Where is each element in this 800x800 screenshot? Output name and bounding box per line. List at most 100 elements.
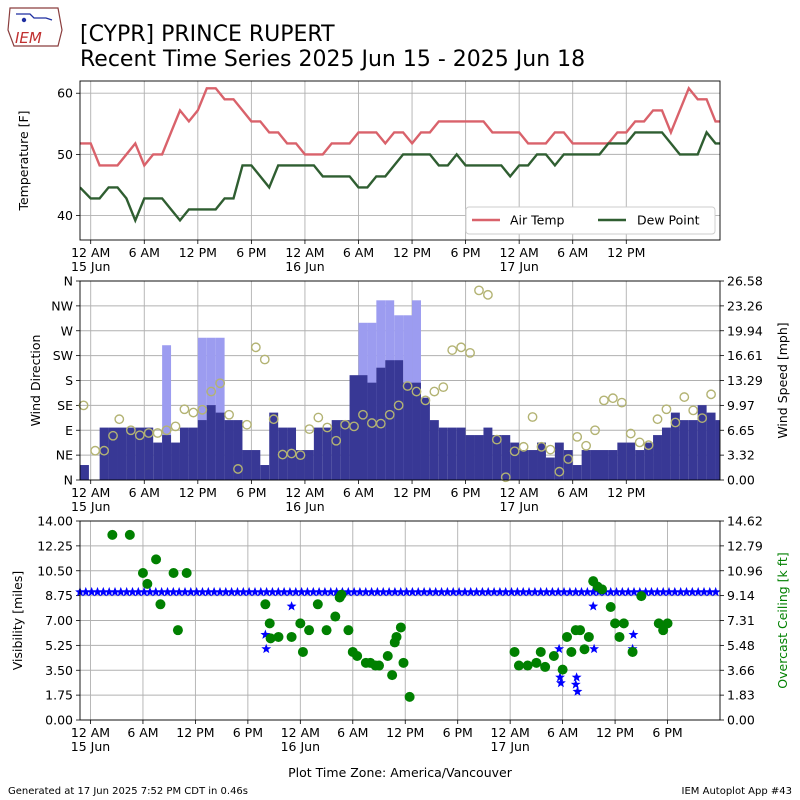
wind-speed-bar <box>474 435 484 480</box>
x-tick-label: 12 AM <box>281 725 320 740</box>
visibility-marker <box>704 586 715 597</box>
visibility-marker <box>576 586 587 597</box>
x-tick-label: 12 AM <box>285 245 324 260</box>
y2-axis-label: Overcast Ceiling [k ft] <box>775 552 790 688</box>
legend-label-dew-point: Dew Point <box>637 213 700 228</box>
wind-direction-marker <box>581 440 592 451</box>
ceiling-marker <box>548 651 559 662</box>
wind-speed-bar <box>153 442 163 480</box>
ceiling-marker <box>382 651 393 662</box>
wind-direction-marker <box>634 437 645 448</box>
wind-speed-bar <box>590 450 600 480</box>
wind-direction-marker <box>125 425 136 436</box>
wind-speed-bar <box>233 420 243 480</box>
wind-speed-bar <box>385 360 395 480</box>
wind-direction-marker <box>447 345 458 355</box>
visibility-marker <box>226 586 237 597</box>
wind-direction-marker <box>375 418 386 429</box>
visibility-marker <box>139 586 150 597</box>
visibility-marker <box>541 586 552 597</box>
footer-app: IEM Autoplot App #43 <box>682 786 792 797</box>
visibility-marker <box>180 586 190 597</box>
wind-speed-bar <box>528 450 538 480</box>
visibility-marker <box>314 586 324 597</box>
wind-direction-marker <box>554 466 565 477</box>
ceiling-marker <box>330 611 341 622</box>
plot-frame <box>79 280 721 481</box>
wind-speed-bar <box>438 427 448 480</box>
visibility-marker <box>162 586 173 597</box>
x-tick-label: 12 AM <box>500 485 539 500</box>
legend-box <box>465 206 716 235</box>
legend: Air Temp Dew Point <box>465 206 716 235</box>
visibility-marker <box>506 586 517 597</box>
y-tick-label-direction: W <box>61 323 73 338</box>
wind-speed-bar <box>563 450 573 480</box>
visibility-marker <box>133 586 144 597</box>
wind-direction-marker <box>286 448 297 459</box>
y2-tick-label-ceiling: 5.48 <box>727 638 755 653</box>
x-tick-label: 6 AM <box>337 725 368 740</box>
wind-direction-marker <box>411 386 422 397</box>
wind-direction-marker <box>652 414 663 425</box>
wind-direction-marker <box>679 392 690 402</box>
visibility-marker <box>555 677 566 688</box>
wind-speed-bar <box>340 420 350 480</box>
wind-speed-bar <box>635 450 645 480</box>
wind-speed-bar <box>144 427 154 480</box>
visibility-marker <box>693 586 704 597</box>
y-tick-label-direction: N <box>64 473 73 488</box>
visibility-marker <box>699 586 709 597</box>
wind-direction-marker <box>616 397 627 408</box>
y-tick-label-direction: SW <box>53 348 73 363</box>
visibility-marker <box>174 586 185 597</box>
visibility-marker <box>553 586 564 597</box>
visibility-marker <box>156 586 167 597</box>
ceiling-marker <box>273 631 284 642</box>
wind-speed-bar <box>197 420 207 480</box>
visibility-marker <box>395 586 406 597</box>
visibility-marker <box>92 586 103 597</box>
wind-direction-marker <box>215 378 226 389</box>
ceiling-marker <box>513 660 524 671</box>
wind-speed-bar <box>429 420 439 480</box>
visibility-marker <box>127 586 138 597</box>
visibility-marker <box>559 586 569 597</box>
wind-speed-bar <box>296 450 305 480</box>
wind-speed-bar <box>456 427 466 480</box>
ceiling-marker <box>636 591 647 602</box>
x-tick-label: 6 AM <box>343 485 374 500</box>
wind-direction-marker <box>99 445 110 456</box>
wind-direction-marker <box>420 395 431 406</box>
y2-axis-label: Wind Speed [mph] <box>775 322 790 438</box>
x-tick-label: 12 PM <box>176 725 214 740</box>
wind-speed-bar <box>162 435 172 480</box>
wind-direction-marker <box>465 347 475 358</box>
x-tick-label: 6 AM <box>343 245 374 260</box>
visibility-marker <box>518 586 529 597</box>
y2-tick-label-ceiling: 14.62 <box>727 514 763 529</box>
wind-direction-marker <box>250 342 261 353</box>
ceiling-marker <box>168 567 179 578</box>
y2-tick-label-speed: 19.94 <box>727 323 763 338</box>
y2-tick-label-ceiling: 10.96 <box>727 563 763 578</box>
series-line-dew-point <box>80 130 720 224</box>
wind-direction-marker <box>661 404 672 415</box>
visibility-marker <box>494 586 505 597</box>
x-tick-label: 12 PM <box>393 245 431 260</box>
visibility-marker <box>555 672 565 682</box>
x-tick-date: 17 Jun <box>499 259 538 274</box>
wind-speed-bar <box>260 465 270 480</box>
wind-direction-marker <box>188 407 199 418</box>
ceiling-marker <box>336 589 347 600</box>
visibility-marker <box>197 586 208 597</box>
y2-tick-label-speed: 26.58 <box>727 274 763 289</box>
ceiling-marker <box>398 657 409 668</box>
wind-speed-bar <box>554 442 564 480</box>
wind-direction-marker <box>545 444 556 455</box>
visibility-marker <box>710 586 721 597</box>
visibility-marker <box>588 586 599 597</box>
wind-speed-bar <box>581 450 591 480</box>
visibility-marker <box>232 586 243 597</box>
y-tick-label-visibility: 0.00 <box>45 713 73 728</box>
